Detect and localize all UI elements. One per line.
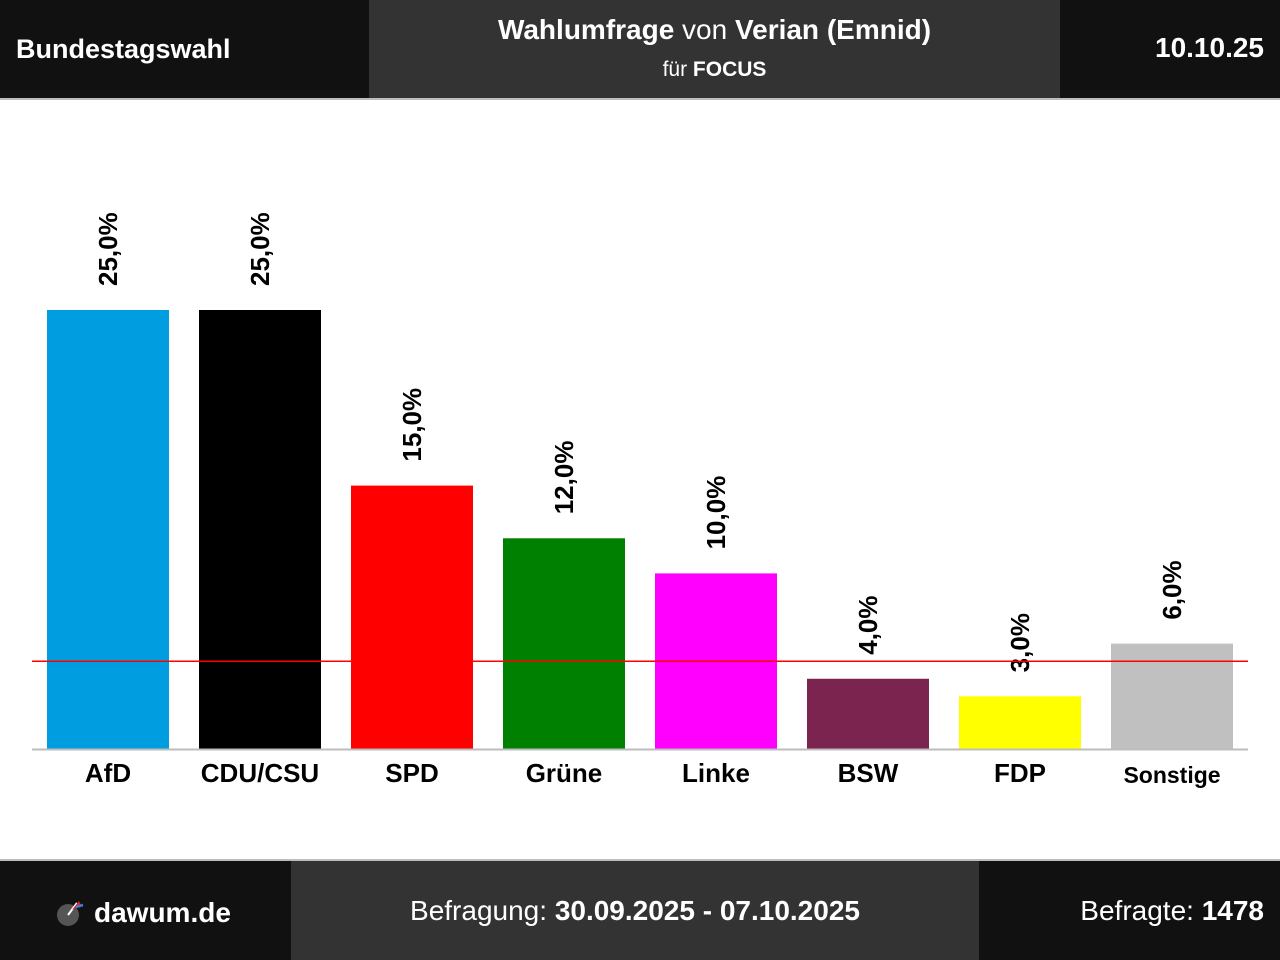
category-label-bsw: BSW: [838, 758, 899, 788]
respondents-value: 1478: [1201, 895, 1264, 926]
client-prefix: für: [662, 58, 693, 81]
value-label-fdp: 3,0%: [1005, 613, 1035, 672]
footer-center-panel: Befragung: 30.09.2025 - 07.10.2025: [291, 861, 979, 960]
value-label-linke: 10,0%: [701, 476, 731, 550]
header-divider: [0, 98, 1280, 100]
bar-bsw: [807, 678, 929, 749]
category-label-spd: SPD: [385, 758, 438, 788]
bar-spd: [351, 485, 473, 749]
value-label-gr-ne: 12,0%: [549, 441, 579, 515]
respondents: Befragte: 1478: [1080, 895, 1264, 927]
respondents-label: Befragte:: [1080, 895, 1202, 926]
brand[interactable]: dawum.de: [56, 897, 231, 929]
category-label-fdp: FDP: [994, 758, 1046, 788]
value-label-cdu-csu: 25,0%: [245, 212, 275, 286]
client-name: FOCUS: [692, 58, 767, 81]
footer-left-panel: dawum.de: [0, 861, 291, 960]
poll-title-word: Wahlumfrage: [497, 14, 675, 45]
category-label-afd: AfD: [85, 758, 131, 788]
value-label-bsw: 4,0%: [853, 595, 883, 654]
category-label-cdu-csu: CDU/CSU: [201, 758, 319, 788]
publication-date: 10.10.25: [1155, 32, 1264, 63]
footer-divider: [0, 859, 1280, 861]
bar-chart: 25,0% AfD 25,0% CDU/CSU 15,0% SPD 12,0% Grüne 10…: [32, 212, 1248, 788]
survey-period: Befragung: 30.09.2025 - 07.10.2025: [291, 895, 979, 927]
value-label-sonstige: 6,0%: [1157, 560, 1187, 619]
dawum-logo-icon: [57, 901, 84, 926]
poll-title-connector: von: [674, 14, 735, 45]
bar-afd: [47, 310, 169, 749]
brand-name: dawum.de: [94, 897, 231, 928]
survey-period-value: 30.09.2025 - 07.10.2025: [554, 895, 860, 926]
bar-cdu-csu: [199, 310, 321, 749]
election-title: Bundestagswahl: [16, 34, 231, 64]
bar-gr-ne: [503, 538, 625, 749]
bar-fdp: [959, 696, 1081, 749]
footer-right-panel: Befragte: 1478: [979, 861, 1280, 960]
category-label-gr-ne: Grüne: [526, 758, 603, 788]
category-label-sonstige: Sonstige: [1123, 762, 1220, 788]
poll-title: Wahlumfrage von Verian (Emnid): [369, 14, 1060, 46]
value-label-afd: 25,0%: [93, 212, 123, 286]
value-label-spd: 15,0%: [397, 388, 427, 462]
bar-sonstige: [1111, 643, 1233, 749]
poll-subtitle: für FOCUS: [369, 58, 1060, 82]
category-label-linke: Linke: [682, 758, 750, 788]
header-left-panel: Bundestagswahl: [0, 0, 369, 98]
pollster-name: Verian (Emnid): [734, 14, 932, 45]
header-right-panel: 10.10.25: [1060, 0, 1280, 98]
survey-period-label: Befragung:: [410, 895, 555, 926]
header-bar: Bundestagswahl Wahlumfrage von Verian (E…: [0, 0, 1280, 98]
header-center-panel: Wahlumfrage von Verian (Emnid) für FOCUS: [369, 0, 1060, 98]
